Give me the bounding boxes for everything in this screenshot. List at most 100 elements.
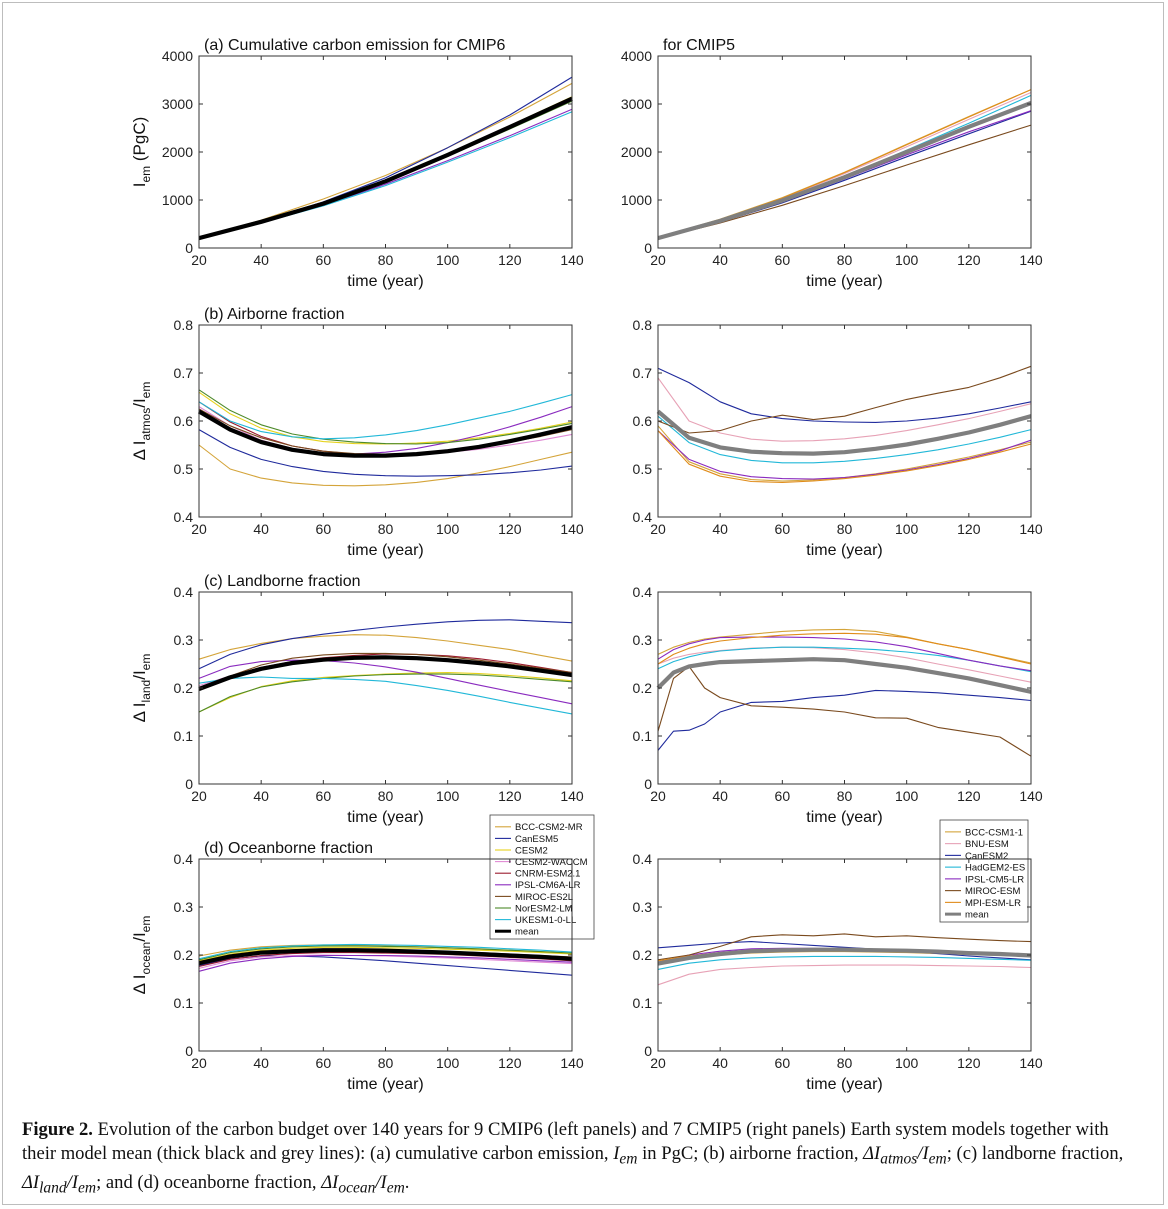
x-tick-label: 20 [650,1055,666,1071]
series-line-mean [656,409,1032,456]
y-tick-label: 0.1 [174,728,194,744]
panel-title: for CMIP5 [663,37,735,54]
series-line-MPI-ESM-LR [657,430,1032,483]
y-tick-label: 0.4 [633,584,653,600]
x-tick-label: 40 [712,252,728,268]
x-tick-label: 120 [498,521,522,537]
y-label-rest: /I [130,932,149,941]
series-line-CanESM5 [198,955,573,976]
x-tick-label: 40 [712,1055,728,1071]
series-line-CanESM5 [198,429,573,477]
legend-box [939,819,1029,923]
x-tick-label: 40 [253,788,269,804]
legend-label-BCC-CSM1-1: BCC-CSM1-1 [965,827,1023,838]
y-tick-label: 2000 [162,144,193,160]
figure-caption: Figure 2. Evolution of the carbon budget… [22,1118,1147,1200]
y-tick-label: 0.7 [174,365,194,381]
y-tick-label: 0 [185,240,193,256]
x-tick-label: 80 [378,521,394,537]
series-line-IPSL-CM6A-LR [198,659,573,705]
y-tick-label: 0.4 [174,851,194,867]
x-axis-label: time (year) [347,809,423,826]
series-line-IPSL-CM5-LR [657,430,1032,480]
y-label-sub2: em [139,654,153,671]
y-tick-label: 0.5 [174,461,194,477]
series-line-MIROC-ES2L [198,408,573,455]
y-tick-label: 0.2 [633,680,653,696]
series-line-MIROC-ES2L [198,652,573,691]
x-tick-label: 80 [378,1055,394,1071]
y-tick-label: 0.2 [174,947,194,963]
y-tick-label: 0.1 [633,995,653,1011]
y-tick-label: 0.6 [174,413,194,429]
x-tick-label: 40 [712,521,728,537]
panel-d5: 20 40 60 80 100 120 140 0 0.1 0.2 0.3 0.4 time (year… [633,851,1043,1093]
x-tick-label: 140 [1019,521,1043,537]
series-line-mean [657,947,1032,966]
y-label-sub: ocean [139,942,153,975]
series-line-mean [198,96,573,241]
series-line-CanESM5 [198,76,573,239]
x-tick-label: 20 [191,788,207,804]
legend-label-mean: mean [965,910,989,921]
x-tick-label: 140 [560,521,584,537]
x-tick-label: 20 [650,252,666,268]
series-line-CNRM-ESM2.1 [198,98,573,239]
x-tick-label: 20 [650,521,666,537]
series-line-IPSL-CM5-LR [657,110,1032,239]
series-line-IPSL-CM5-LR [657,636,1032,672]
legend-label-MIROC-ES2L: MIROC-ES2L [515,892,573,903]
series-line-MPI-ESM-LR [657,89,1032,239]
plot-box [657,55,1032,249]
series-line-mean [197,409,573,458]
plot-box [198,591,573,785]
series-line-UKESM1-0-LL [198,943,573,960]
x-tick-label: 100 [436,788,460,804]
y-label-main: Δ I [130,974,149,994]
legend-label-BNU-ESM: BNU-ESM [965,839,1009,850]
series-line-mean [657,101,1032,241]
y-tick-label: 0 [644,776,652,792]
y-tick-label: 0.1 [174,995,194,1011]
plot-box [657,324,1032,518]
x-tick-label: 80 [837,252,853,268]
series-line-BCC-CSM1-1 [657,89,1032,238]
series-line-mean [656,657,1032,694]
y-axis-label: Δ Iocean/Iem [130,916,153,995]
y-tick-label: 0.3 [633,632,653,648]
series-line-mean [198,655,573,691]
y-tick-label: 0.3 [174,899,194,915]
y-tick-label: 0.6 [633,413,653,429]
x-tick-label: 40 [253,521,269,537]
y-tick-label: 0.8 [174,317,194,333]
y-tick-label: 0.3 [174,632,194,648]
y-label-rest: (PgC) [130,117,149,166]
x-tick-label: 60 [316,521,332,537]
caption-sym-iem: Iem [613,1142,638,1168]
plot-box [657,591,1032,785]
x-tick-label: 80 [378,252,394,268]
x-tick-label: 120 [957,521,981,537]
y-label-sub: land [139,680,153,703]
y-tick-label: 0 [185,776,193,792]
y-label-main: I [130,183,149,188]
x-tick-label: 100 [436,521,460,537]
y-tick-label: 3000 [162,96,193,112]
legend-label-BCC-CSM2-MR: BCC-CSM2-MR [515,822,583,833]
series-line-CanESM2 [657,110,1032,239]
x-tick-label: 100 [436,1055,460,1071]
y-tick-label: 0.4 [174,509,194,525]
series-line-UKESM1-0-LL [198,676,573,715]
series-line-IPSL-CM6A-LR [198,108,573,239]
panel-c6: 20 40 60 80 100 120 140 0 0.1 0.2 0.3 0.4 time (year… [130,573,584,826]
caption-text-5: . [404,1171,410,1193]
y-tick-label: 0.8 [633,317,653,333]
legend-label-CanESM5: CanESM5 [515,834,558,845]
series-line-mean [198,948,573,966]
series-line-CESM2 [198,96,573,239]
series-line-IPSL-CM6A-LR [198,406,573,455]
x-tick-label: 60 [775,1055,791,1071]
legend-label-IPSL-CM6A-LR: IPSL-CM6A-LR [515,880,581,891]
x-tick-label: 100 [436,252,460,268]
